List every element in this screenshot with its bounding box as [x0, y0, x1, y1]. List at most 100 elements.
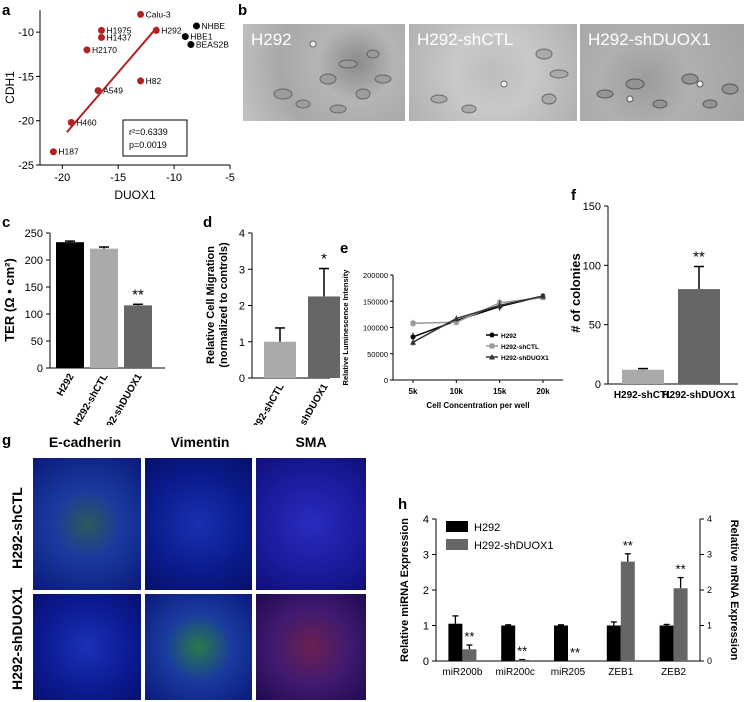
bar — [515, 659, 530, 661]
bar-chart-h: 0 0 1 1 2 2 3 3 4 4 Relative miRNA Expression Relat… — [399, 514, 740, 678]
stats-r2: r²=0.6339 — [129, 127, 168, 137]
panel-label-c: c — [2, 214, 11, 231]
significance-mark: ** — [623, 538, 633, 553]
y-tick-label: 2 — [239, 301, 245, 313]
y-tick-label: -15 — [18, 71, 34, 83]
x-tick-label: miR200b — [442, 667, 482, 678]
data-point — [137, 77, 145, 85]
x-tick-label: -5 — [225, 172, 235, 184]
x-tick-label: H292-shCTL — [614, 390, 672, 401]
significance-mark: ** — [693, 249, 705, 266]
y-tick-label: 150000 — [363, 297, 388, 306]
point-label: BEAS2B — [196, 40, 229, 50]
x-tick-label: -10 — [166, 172, 182, 184]
x-tick-label: H292 — [55, 372, 77, 399]
x-tick-label: H292-shCTL — [72, 372, 111, 425]
y-tick-label: 4 — [239, 228, 245, 240]
panel-label-b: b — [238, 2, 248, 19]
point-label: HBE1 — [190, 32, 212, 42]
bar — [678, 289, 720, 384]
y-tick-label: 100 — [583, 260, 601, 272]
data-point — [49, 148, 57, 156]
bar — [620, 561, 635, 661]
y-tick-label: 50000 — [367, 350, 388, 359]
data-point — [67, 118, 75, 126]
fluorescence-duox1-ecadherin — [33, 594, 141, 700]
x-axis-title: DUOX1 — [114, 188, 156, 202]
y-tick-label: 150 — [583, 201, 601, 213]
legend-label: H292 — [501, 333, 517, 340]
regression-line — [66, 26, 159, 133]
significance-mark: ** — [517, 644, 527, 659]
line-chart-e: 0 50000 100000 150000 200000 5k 10k 15k 20k Cell … — [341, 269, 563, 410]
bar-chart-c: 050100150200250H292H292-shCTL**H292-shDU… — [2, 228, 165, 425]
panel-label-a: a — [2, 2, 11, 19]
y-tick-label: 100 — [25, 309, 43, 321]
y-tick-label: 100000 — [363, 324, 388, 333]
point-label: Calu-3 — [146, 9, 171, 19]
significance-mark: ** — [676, 562, 686, 577]
data-point — [94, 87, 102, 95]
point-label: H292 — [161, 25, 182, 35]
legend-swatch — [446, 521, 468, 532]
micrograph-h292: H292 — [243, 24, 405, 121]
scatter-chart-a: -20 -15 -10 -5 -25 -20 -15 -10 DUOX1 CDH1 Calu-3 NH… — [3, 9, 235, 202]
y2-axis-title: Relative mRNA Expression — [728, 520, 740, 661]
column-title-vimentin: Vimentin — [170, 434, 230, 450]
panel-label-f: f — [571, 187, 576, 204]
legend-label: H292-shCTL — [501, 344, 539, 351]
y-tick-label: 200 — [25, 255, 43, 267]
y-tick-label: 50 — [589, 320, 601, 332]
data-point — [540, 293, 546, 299]
row-title-h292-shduox1: H292-shDUOX1 — [9, 587, 25, 690]
bar — [90, 248, 118, 368]
panel-label-e: e — [340, 240, 349, 257]
bar — [462, 649, 477, 661]
x-tick-label: -15 — [110, 172, 126, 184]
y2-tick-label: 0 — [707, 656, 712, 666]
bar — [124, 305, 152, 368]
y-tick-label: -10 — [18, 27, 34, 39]
point-label: A549 — [103, 86, 123, 96]
y-tick-label: 150 — [25, 282, 43, 294]
series-line — [412, 295, 544, 343]
bar-chart-d: 0 1 2 3 4 H292-shCTL * H292-shDUOX1 Relative Cel… — [205, 228, 340, 425]
y-tick-label: -25 — [18, 160, 34, 172]
x-tick-label: -20 — [54, 172, 70, 184]
y2-tick-label: 4 — [707, 514, 712, 524]
x-tick-label: ZEB2 — [661, 667, 686, 678]
data-point — [192, 22, 200, 30]
bar — [554, 625, 568, 661]
y-axis-title: TER (Ω • cm²) — [2, 258, 17, 342]
fluorescence-ctl-vimentin — [145, 458, 252, 590]
legend-label: H292-shDUOX1 — [501, 355, 549, 362]
stats-p: p=0.0019 — [129, 140, 167, 150]
data-point — [453, 319, 459, 325]
significance-mark: ** — [132, 286, 144, 303]
data-point — [97, 26, 105, 34]
y-tick-label: 0 — [384, 376, 388, 385]
bar — [673, 588, 688, 661]
data-point — [187, 41, 195, 49]
data-point — [410, 334, 416, 340]
data-point — [137, 10, 145, 18]
y-tick-label: 0 — [423, 656, 429, 668]
fluorescence-duox1-sma — [256, 594, 366, 700]
y-axis-title: Relative Luminescence Intensity — [341, 269, 350, 386]
point-label: H1975 — [106, 25, 131, 35]
x-tick-label: miR200c — [495, 667, 534, 678]
legend-marker — [489, 332, 495, 338]
bar — [448, 623, 463, 661]
column-title-e-cadherin: E-cadherin — [48, 434, 122, 450]
x-tick-label: 15k — [493, 387, 507, 396]
significance-mark: * — [321, 251, 327, 268]
legend-label: H292 — [474, 522, 500, 534]
fluorescence-ctl-ecadherin — [33, 458, 141, 590]
point-label: H1437 — [106, 32, 131, 42]
x-tick-label: H292-shDUOX1 — [662, 390, 736, 401]
y-tick-label: 0 — [595, 379, 601, 391]
y-tick-label: 4 — [423, 514, 429, 526]
column-title-sma: SMA — [295, 434, 327, 450]
legend-swatch — [446, 539, 468, 550]
legend-marker — [489, 343, 495, 349]
